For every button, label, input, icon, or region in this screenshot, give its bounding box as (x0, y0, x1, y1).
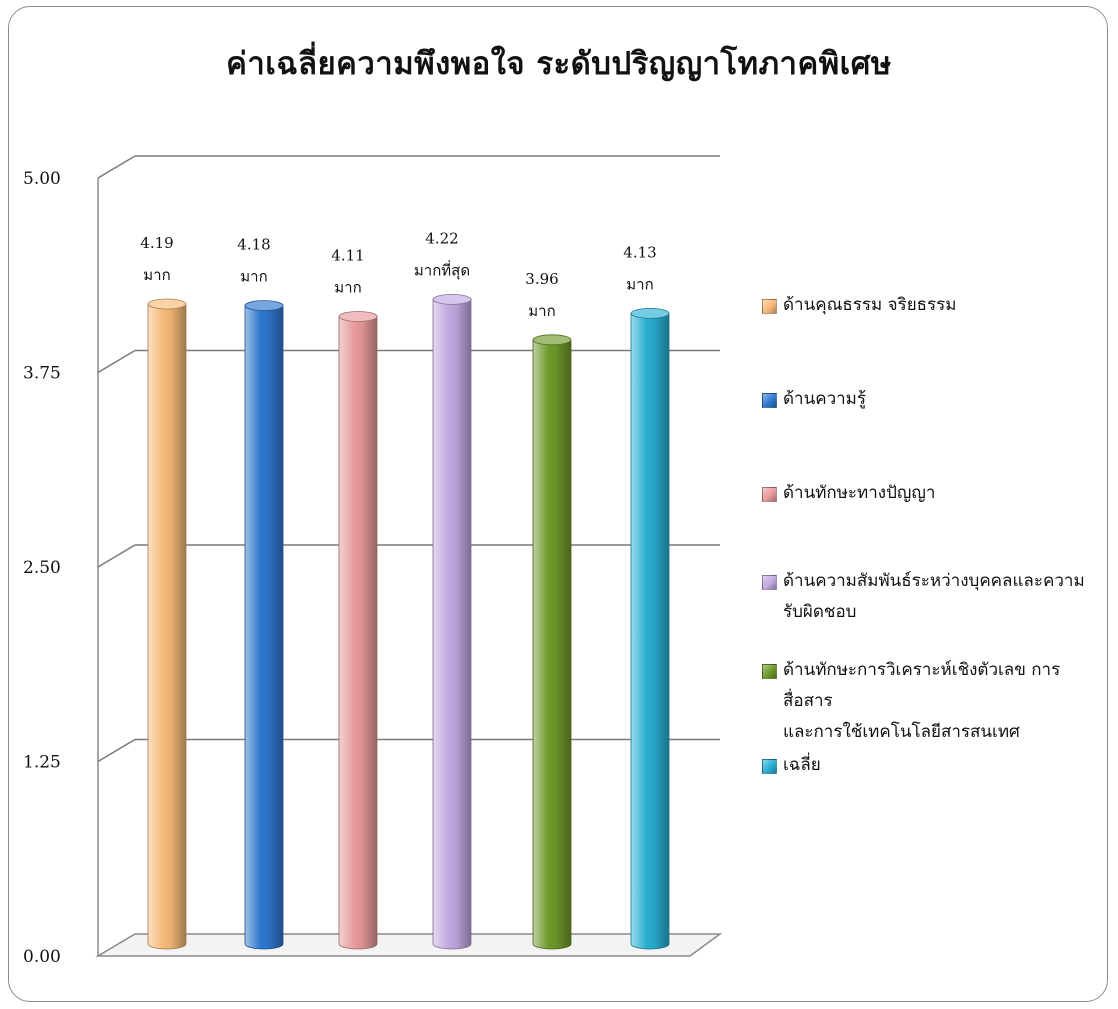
bar-cap (432, 293, 472, 305)
legend-label-interpersonal: ด้านความสัมพันธ์ระหว่างบุคคลและความ รับผ… (783, 566, 1107, 628)
legend-label-numerical: ด้านทักษะการวิเคราะห์เชิงตัวเลข การสื่อส… (783, 655, 1107, 748)
legend-swatch-numerical (762, 664, 777, 679)
legend-label-cognitive: ด้านทักษะทางปัญญา (783, 483, 936, 503)
bar-level-label: มาก (240, 268, 267, 286)
bar-value-label: 4.22 (425, 229, 458, 247)
legend-label-interpersonal-line2: รับผิดชอบ (783, 602, 857, 622)
bar-level-label: มาก (528, 302, 555, 320)
bar-cap (532, 334, 572, 346)
legend-swatch-average (762, 759, 777, 774)
legend-item-knowledge: ด้านความรู้ (762, 384, 1107, 415)
legend-item-interpersonal: ด้านความสัมพันธ์ระหว่างบุคคลและความ รับผ… (762, 566, 1107, 628)
y-tick-label: 0.00 (23, 947, 61, 967)
gridline-diagonal (97, 155, 136, 179)
y-tick-label: 3.75 (23, 364, 61, 384)
bar-value-label: 4.11 (331, 246, 364, 264)
bar (532, 339, 572, 950)
legend-item-numerical: ด้านทักษะการวิเคราะห์เชิงตัวเลข การสื่อส… (762, 655, 1107, 748)
bar-level-label: มาก (334, 278, 361, 296)
legend-swatch-interpersonal (762, 575, 777, 590)
legend-swatch-cognitive (762, 487, 777, 502)
bar-level-label: มาก (143, 266, 170, 284)
y-tick-label: 5.00 (23, 169, 61, 189)
legend-item-average: เฉลี่ย (762, 750, 1107, 781)
y-tick-label: 1.25 (23, 753, 61, 773)
bar-cap (244, 300, 284, 311)
legend-label-knowledge: ด้านความรู้ (783, 389, 867, 409)
legend-label-numerical-line1: ด้านทักษะการวิเคราะห์เชิงตัวเลข การสื่อส… (783, 660, 1061, 711)
bar (432, 298, 472, 950)
bar-level-label: มาก (626, 275, 653, 293)
gridline-diagonal (97, 544, 136, 568)
bar-cap (630, 307, 670, 319)
legend-label-numerical-line2: และการใช้เทคโนโลยีสารสนเทศ (783, 722, 1020, 742)
bar (338, 316, 378, 950)
bar-cap (147, 298, 187, 310)
bar-value-label: 4.19 (140, 234, 173, 252)
bar-value-label: 3.96 (525, 270, 558, 288)
bar (244, 305, 284, 950)
gridline-diagonal (97, 738, 136, 763)
bar-cap (338, 311, 378, 322)
legend-label-ethics: ด้านคุณธรรม จริยธรรม (783, 295, 957, 315)
legend-item-cognitive: ด้านทักษะทางปัญญา (762, 478, 1107, 509)
legend-item-ethics: ด้านคุณธรรม จริยธรรม (762, 290, 1107, 321)
legend-label-average: เฉลี่ย (783, 755, 821, 775)
chart-floor (95, 933, 723, 957)
chart-title: ค่าเฉลี่ยความพึงพอใจ ระดับปริญญาโทภาคพิเ… (226, 46, 892, 82)
legend-swatch-ethics (762, 299, 777, 314)
gridline-diagonal (97, 349, 136, 374)
legend-swatch-knowledge (762, 393, 777, 408)
bar-value-label: 4.13 (623, 243, 656, 261)
bar (630, 312, 670, 950)
y-tick-label: 2.50 (23, 558, 61, 578)
bar (147, 303, 187, 950)
bar-value-label: 4.18 (237, 236, 270, 254)
legend-label-interpersonal-line1: ด้านความสัมพันธ์ระหว่างบุคคลและความ (783, 571, 1085, 591)
bar-level-label: มากที่สุด (414, 259, 470, 280)
